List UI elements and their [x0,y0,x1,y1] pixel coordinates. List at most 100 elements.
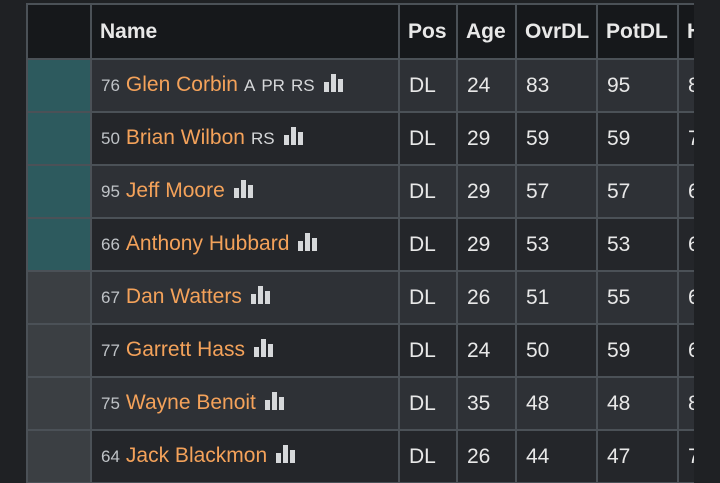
pot-dl-cell: 55 [596,270,679,325]
player-name-cell: 50 Brian Wilbon RS [90,111,400,166]
age-cell: 35 [456,376,517,431]
position-cell: DL [398,164,458,219]
skill-badge: PR [261,75,285,95]
player-name-cell: 66 Anthony Hubbard [90,217,400,272]
ovr-dl-cell: 53 [515,217,598,272]
bar-chart-icon[interactable] [297,232,319,258]
player-name-link[interactable]: Glen Corbin [125,72,238,96]
age-cell: 24 [456,58,517,113]
h-column-cell: 6 [677,323,694,378]
pot-dl-cell: 47 [596,429,679,483]
h-column-cell: 8 [677,376,694,431]
player-name-cell: 95 Jeff Moore [90,164,400,219]
player-name-cell: 67 Dan Watters [90,270,400,325]
age-cell: 29 [456,111,517,166]
jersey-number: 66 [101,234,120,254]
row-status-flag [26,429,92,483]
bar-chart-icon[interactable] [275,444,297,470]
age-cell: 29 [456,217,517,272]
age-cell: 24 [456,323,517,378]
ovr-dl-cell: 51 [515,270,598,325]
bar-chart-icon[interactable] [323,73,345,99]
jersey-number: 67 [101,287,120,307]
skill-badge: A [243,75,256,95]
column-header-name[interactable]: Name [90,3,400,60]
position-cell: DL [398,217,458,272]
age-cell: 26 [456,270,517,325]
player-name-link[interactable]: Anthony Hubbard [125,231,290,255]
ovr-dl-cell: 59 [515,111,598,166]
position-cell: DL [398,111,458,166]
position-cell: DL [398,376,458,431]
column-header-pos[interactable]: Pos [398,3,458,60]
player-name-cell: 76 Glen Corbin A PR RS [90,58,400,113]
column-header-flag [26,3,92,60]
row-status-flag [26,58,92,113]
ovr-dl-cell: 48 [515,376,598,431]
pot-dl-cell: 48 [596,376,679,431]
jersey-number: 95 [101,181,120,201]
position-cell: DL [398,429,458,483]
bar-chart-icon[interactable] [250,285,272,311]
player-name-link[interactable]: Garrett Hass [125,337,245,361]
player-name-cell: 77 Garrett Hass [90,323,400,378]
jersey-number: 77 [101,340,120,360]
age-cell: 26 [456,429,517,483]
jersey-number: 64 [101,446,120,466]
header-row: Name Pos Age OvrDL PotDL H [26,3,694,60]
jersey-number: 76 [101,75,120,95]
column-header-h[interactable]: H [677,3,694,60]
ovr-dl-cell: 57 [515,164,598,219]
row-status-flag [26,376,92,431]
jersey-number: 75 [101,393,120,413]
bar-chart-icon[interactable] [264,391,286,417]
bar-chart-icon[interactable] [253,338,275,364]
pot-dl-cell: 59 [596,111,679,166]
player-name-link[interactable]: Jack Blackmon [125,443,268,467]
player-name-cell: 64 Jack Blackmon [90,429,400,483]
pot-dl-cell: 59 [596,323,679,378]
player-name-link[interactable]: Brian Wilbon [125,125,245,149]
pot-dl-cell: 95 [596,58,679,113]
player-name-link[interactable]: Dan Watters [125,284,242,308]
row-status-flag [26,111,92,166]
position-cell: DL [398,58,458,113]
row-status-flag [26,217,92,272]
column-header-potdl[interactable]: PotDL [596,3,679,60]
skill-badge: RS [250,128,275,148]
ovr-dl-cell: 50 [515,323,598,378]
player-name-link[interactable]: Wayne Benoit [125,390,256,414]
jersey-number: 50 [101,128,120,148]
h-column-cell: 6 [677,217,694,272]
player-name-cell: 75 Wayne Benoit [90,376,400,431]
position-cell: DL [398,323,458,378]
h-column-cell: 7 [677,111,694,166]
bar-chart-icon[interactable] [283,126,305,152]
skill-badge: RS [290,75,315,95]
ovr-dl-cell: 83 [515,58,598,113]
h-column-cell: 8 [677,58,694,113]
pot-dl-cell: 57 [596,164,679,219]
h-column-cell: 7 [677,429,694,483]
row-status-flag [26,323,92,378]
position-cell: DL [398,270,458,325]
row-status-flag [26,270,92,325]
row-status-flag [26,164,92,219]
age-cell: 29 [456,164,517,219]
bar-chart-icon[interactable] [233,179,255,205]
ovr-dl-cell: 44 [515,429,598,483]
pot-dl-cell: 53 [596,217,679,272]
player-name-link[interactable]: Jeff Moore [125,178,225,202]
column-header-ovrdl[interactable]: OvrDL [515,3,598,60]
column-header-age[interactable]: Age [456,3,517,60]
h-column-cell: 6 [677,270,694,325]
